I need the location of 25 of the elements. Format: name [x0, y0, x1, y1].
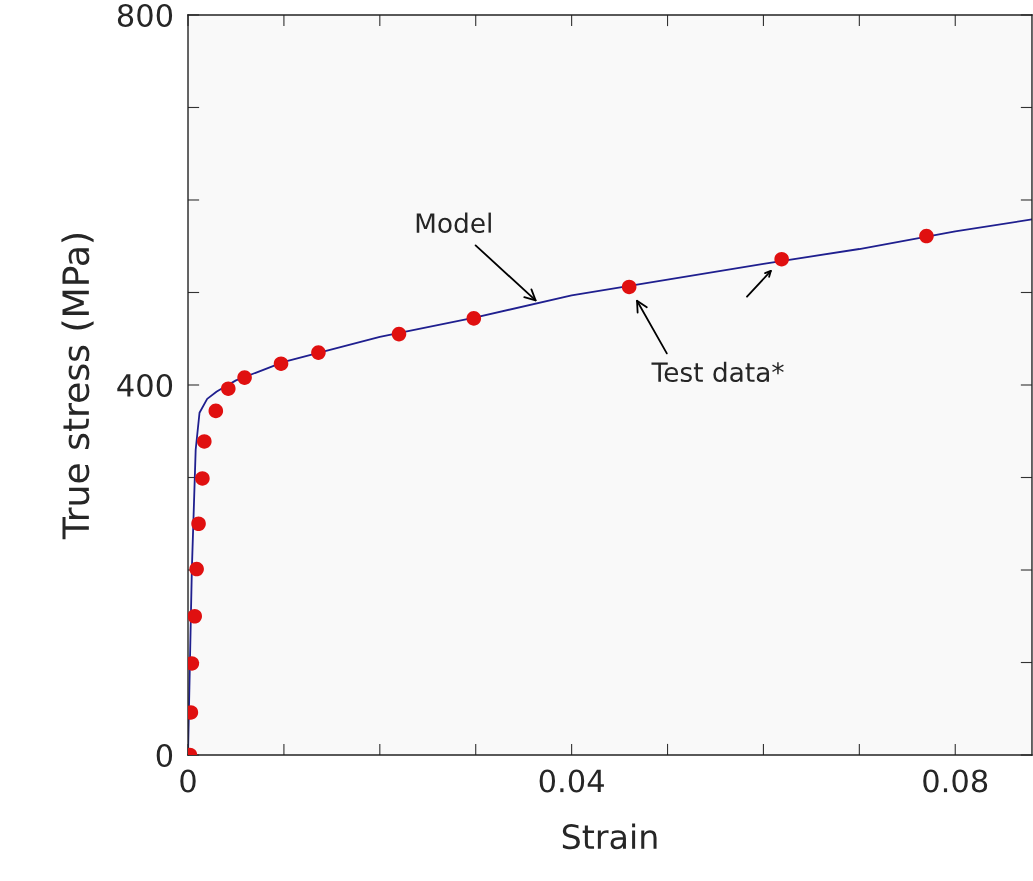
point: [221, 381, 236, 396]
point: [237, 370, 252, 385]
point: [208, 403, 224, 419]
point: [919, 228, 934, 244]
y-tick-label: 800: [117, 3, 173, 28]
point: [191, 516, 206, 532]
x-tick-label: 0: [180, 769, 196, 793]
point: [774, 251, 789, 267]
point: [466, 311, 482, 326]
point: [273, 356, 289, 371]
annotation: Model: [416, 212, 491, 234]
point: [311, 345, 326, 360]
point: [189, 561, 204, 577]
x-axis-title: Strain: [562, 823, 657, 850]
x-tick-label: 0.08: [923, 769, 988, 793]
annotation: Test data*: [651, 361, 784, 383]
point: [188, 608, 202, 624]
y-tick-label: 400: [117, 373, 173, 398]
y-axis-title: True stress (MPa): [61, 234, 94, 540]
x-tick-label: 0.04: [539, 769, 604, 793]
point: [195, 471, 210, 486]
point: [197, 434, 212, 449]
point: [391, 326, 407, 342]
point: [621, 279, 637, 295]
y-tick-label: 0: [156, 743, 173, 768]
